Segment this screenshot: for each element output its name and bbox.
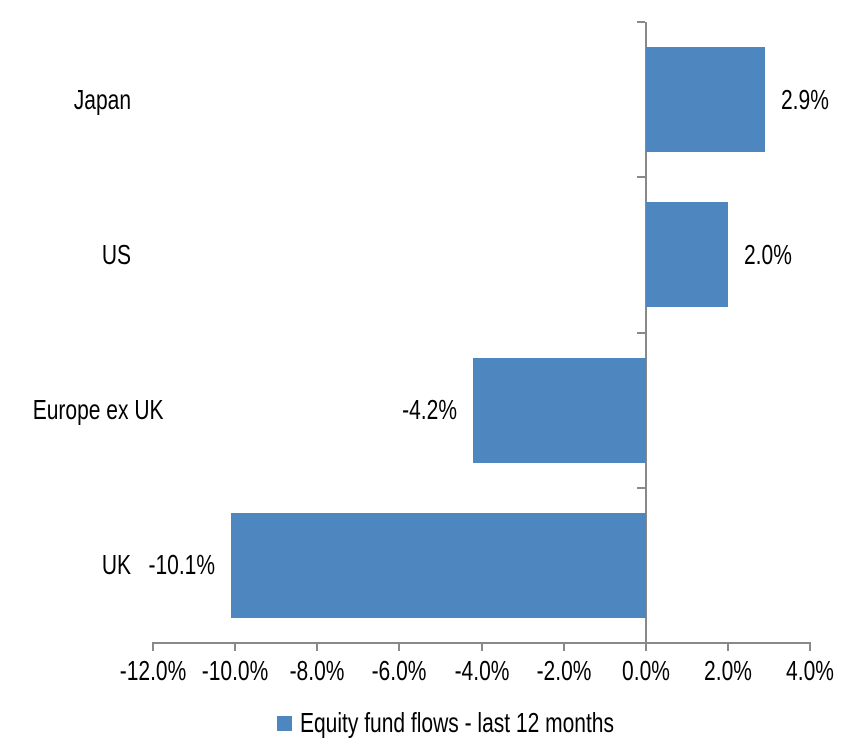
- category-label-us: US: [101, 238, 131, 270]
- x-axis-tick: [644, 644, 647, 651]
- legend: Equity fund flows - last 12 months: [277, 707, 719, 739]
- bar-uk: [231, 512, 646, 618]
- category-tick: [636, 176, 645, 179]
- x-tick-label: 4.0%: [786, 655, 834, 686]
- x-axis-tick: [316, 644, 319, 651]
- bar-us: [645, 202, 728, 308]
- category-label-japan: Japan: [73, 83, 131, 115]
- category-label-uk: UK: [101, 549, 131, 581]
- legend-label: Equity fund flows - last 12 months: [300, 707, 614, 738]
- category-label-europe-ex-uk: Europe ex UK: [32, 394, 164, 426]
- legend-marker-icon: [277, 715, 292, 731]
- x-axis-line: [152, 642, 811, 644]
- x-tick-label: -2.0%: [536, 655, 592, 686]
- x-tick-label: 2.0%: [703, 655, 752, 686]
- x-tick-label: 0.0%: [621, 655, 670, 686]
- x-axis-tick: [809, 644, 811, 651]
- x-tick-label: -4.0%: [454, 655, 509, 686]
- data-label-us: 2.0%: [743, 238, 792, 270]
- x-axis-tick: [480, 644, 483, 651]
- category-tick: [636, 486, 645, 489]
- x-tick-label: -10.0%: [201, 655, 269, 686]
- x-axis-tick: [234, 644, 237, 651]
- x-tick-label: -8.0%: [289, 655, 345, 686]
- x-axis-tick: [398, 644, 401, 651]
- category-tick: [636, 331, 645, 334]
- x-axis-tick: [152, 644, 154, 651]
- bar-europe-ex-uk: [473, 357, 646, 463]
- x-tick-label: -12.0%: [119, 655, 187, 686]
- x-tick-label: -6.0%: [371, 655, 427, 686]
- zero-axis-line: [644, 22, 647, 643]
- bar-japan: [645, 47, 765, 153]
- data-label-uk: -10.1%: [148, 549, 216, 581]
- data-label-europe-ex-uk: -4.2%: [402, 394, 458, 426]
- category-tick: [636, 21, 645, 23]
- x-axis-tick: [562, 644, 565, 651]
- x-axis-tick: [726, 644, 729, 651]
- data-label-japan: 2.9%: [780, 83, 829, 115]
